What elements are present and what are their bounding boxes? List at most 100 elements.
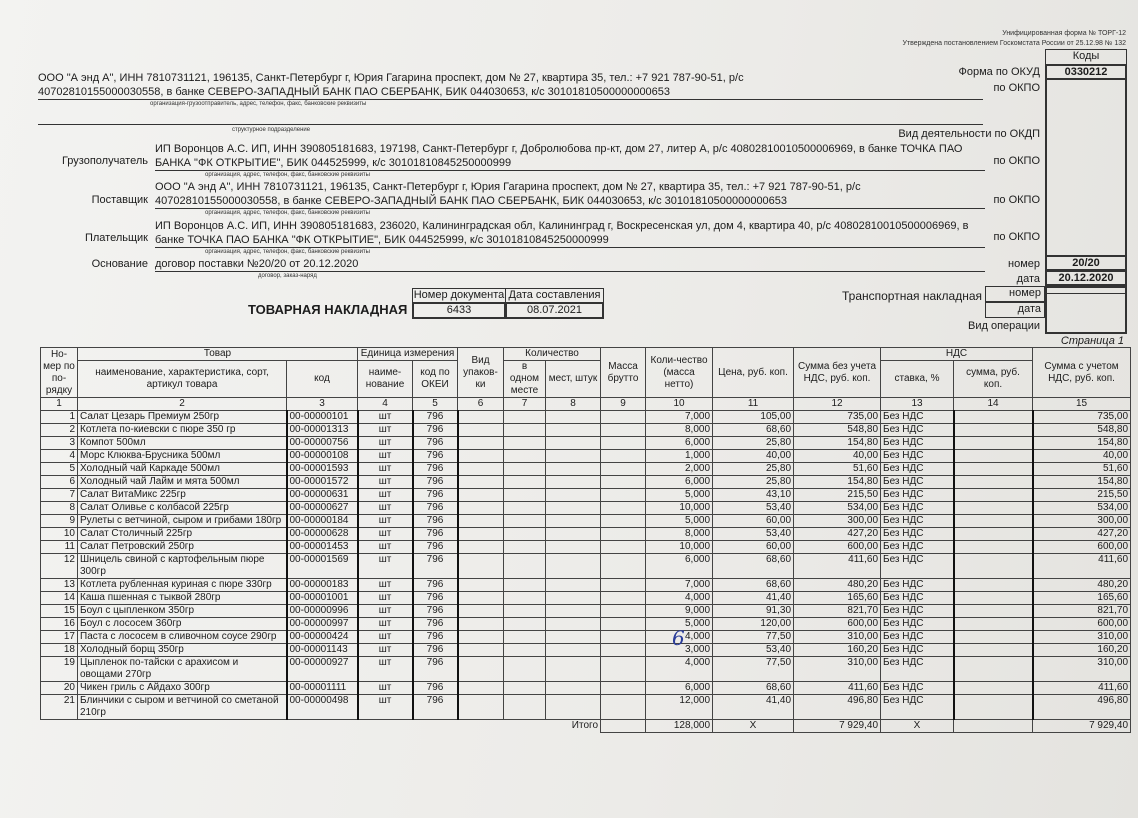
- table-cell: 154,80: [1032, 475, 1132, 489]
- consignee-line1: ИП Воронцов А.С. ИП, ИНН 390805181683, 1…: [155, 143, 963, 155]
- empty-cell: [457, 681, 504, 695]
- doc-date-label: Дата составления: [505, 288, 604, 303]
- col-goods-name: наименование, характеристика, сорт, арти…: [77, 360, 287, 398]
- empty-cell: [952, 540, 1034, 554]
- table-cell: Без НДС: [880, 475, 955, 489]
- empty-cell: [952, 488, 1034, 502]
- col-number: 3: [286, 397, 358, 411]
- empty-cell: [503, 462, 546, 476]
- table-cell: 796: [411, 462, 459, 476]
- empty-cell: [600, 681, 647, 695]
- table-cell: 6: [40, 475, 78, 489]
- table-cell: 600,00: [1032, 617, 1132, 631]
- table-cell: Без НДС: [880, 540, 955, 554]
- basis-number: 20/20: [1045, 255, 1127, 271]
- table-cell: Без НДС: [880, 630, 955, 644]
- table-cell: 6,000: [645, 436, 714, 450]
- empty-cell: [457, 501, 504, 515]
- empty-cell: [544, 591, 602, 605]
- table-cell: 9,000: [645, 604, 714, 618]
- table-cell: Салат Петровский 250гр: [77, 540, 287, 554]
- basis-caption: договор, заказ-наряд: [258, 273, 317, 279]
- table-cell: Холодный борщ 350гр: [77, 643, 287, 657]
- empty-cell: [544, 436, 602, 450]
- empty-cell: [503, 449, 546, 463]
- table-row: 2 Котлета по-киевски с пюре 350 гр 00-0000…: [40, 423, 1132, 437]
- table-cell: 5,000: [645, 488, 714, 502]
- table-cell: 53,40: [712, 501, 795, 515]
- col-number: 12: [793, 397, 882, 411]
- empty-cell: [457, 423, 504, 437]
- col-okei: код по ОКЕИ: [412, 360, 458, 398]
- table-cell: 25,80: [712, 475, 795, 489]
- table-cell: 7,000: [645, 578, 714, 592]
- table-cell: 7,000: [645, 410, 714, 424]
- table-cell: 534,00: [1032, 501, 1132, 515]
- table-cell: 2,000: [645, 462, 714, 476]
- table-cell: Без НДС: [880, 423, 955, 437]
- table-row: 13 Котлета рубленная куриная с пюре 330гр…: [40, 578, 1132, 592]
- table-cell: 6,000: [645, 553, 714, 579]
- empty-cell: [457, 475, 504, 489]
- table-cell: 600,00: [793, 617, 882, 631]
- table-cell: 215,50: [793, 488, 882, 502]
- table-cell: 600,00: [1032, 540, 1132, 554]
- table-cell: 8: [40, 501, 78, 515]
- col-qty: Количество: [502, 347, 602, 361]
- empty-cell: [600, 436, 647, 450]
- payer-label: Плательщик: [84, 232, 148, 244]
- col-number: 13: [880, 397, 955, 411]
- empty-cell: [457, 630, 504, 644]
- table-cell: шт: [357, 462, 413, 476]
- table-cell: Без НДС: [880, 449, 955, 463]
- basis-date: 20.12.2020: [1045, 270, 1127, 286]
- table-cell: 40,00: [1032, 449, 1132, 463]
- table-cell: Без НДС: [880, 488, 955, 502]
- empty-cell: [952, 527, 1034, 541]
- col-number: 8: [544, 397, 602, 411]
- table-cell: 105,00: [712, 410, 795, 424]
- basis-date-label: дата: [1016, 273, 1040, 285]
- table-cell: 310,00: [1032, 630, 1132, 644]
- transport-code-box: [1045, 286, 1127, 334]
- empty-cell: [600, 719, 647, 733]
- table-cell: Холодный чай Лайм и мята 500мл: [77, 475, 287, 489]
- table-cell: 796: [411, 553, 459, 579]
- empty-cell: [952, 656, 1034, 682]
- table-cell: 548,80: [793, 423, 882, 437]
- table-cell: 00-00000628: [285, 527, 359, 541]
- empty-cell: [457, 540, 504, 554]
- table-cell: 00-00000108: [285, 449, 359, 463]
- empty-cell: [457, 591, 504, 605]
- table-cell: Чикен гриль с Айдахо 300гр: [77, 681, 287, 695]
- empty-cell: [457, 553, 504, 579]
- empty-cell: [503, 591, 546, 605]
- table-cell: 165,60: [1032, 591, 1132, 605]
- table-cell: 160,20: [1032, 643, 1132, 657]
- table-cell: Котлета по-киевски с пюре 350 гр: [77, 423, 287, 437]
- table-cell: 00-00001453: [285, 540, 359, 554]
- table-cell: Без НДС: [880, 694, 955, 720]
- table-cell: Паста с лососем в сливочном соусе 290гр: [77, 630, 287, 644]
- table-cell: 00-00001143: [285, 643, 359, 657]
- table-cell: 4,000: [645, 656, 714, 682]
- table-cell: 43,10: [712, 488, 795, 502]
- table-row: 18 Холодный борщ 350гр 00-00001143 шт 796 3,0…: [40, 643, 1132, 657]
- table-cell: Без НДС: [880, 591, 955, 605]
- col-number: 5: [412, 397, 458, 411]
- table-cell: 1,000: [645, 449, 714, 463]
- handwritten-note: 6: [672, 626, 685, 650]
- table-cell: 40,00: [712, 449, 795, 463]
- table-cell: 7 929,40: [1032, 719, 1132, 733]
- table-cell: 796: [411, 475, 459, 489]
- table-cell: 796: [411, 514, 459, 528]
- table-cell: 796: [411, 604, 459, 618]
- table-row: 4 Морс Клюква-Брусника 500мл 00-00000108 шт…: [40, 449, 1132, 463]
- table-cell: 154,80: [793, 436, 882, 450]
- empty-cell: [952, 514, 1034, 528]
- consignee-label: Грузополучатель: [61, 155, 148, 167]
- table-cell: Салат Оливье с колбасой 225гр: [77, 501, 287, 515]
- col-unit: Единица измерения: [357, 347, 458, 361]
- table-cell: 411,60: [1032, 681, 1132, 695]
- table-cell: 91,30: [712, 604, 795, 618]
